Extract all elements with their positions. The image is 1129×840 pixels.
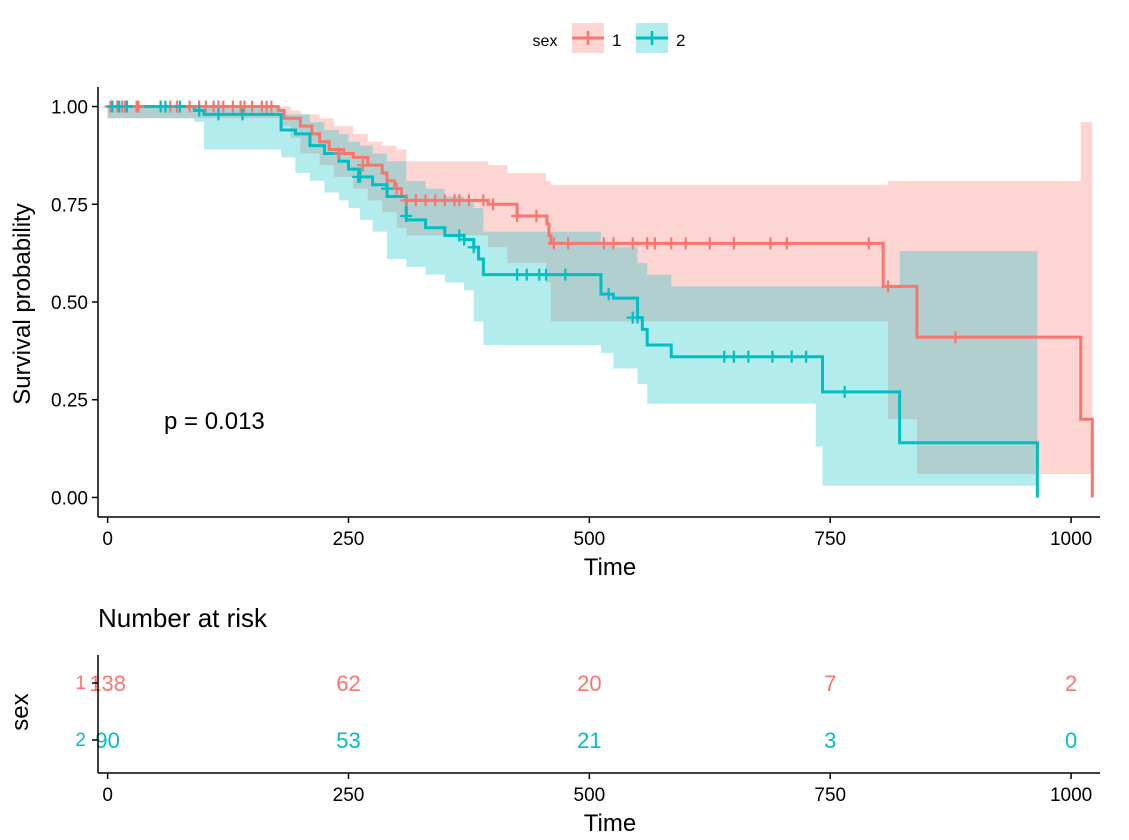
censor-mark-sex-1	[477, 194, 490, 207]
risk-cell-sex-2: 53	[336, 728, 360, 753]
legend-title: sex	[533, 33, 558, 50]
legend-key-2: 2	[636, 23, 685, 53]
censor-mark-sex-1	[332, 147, 345, 160]
censor-mark-sex-2	[785, 350, 798, 363]
censor-mark-sex-1	[530, 210, 543, 222]
censor-mark-sex-2	[800, 350, 813, 363]
x-tick-label: 0	[102, 529, 113, 550]
risk-cell-sex-2: 3	[824, 728, 836, 753]
censor-mark-sex-2	[236, 108, 249, 121]
y-tick-label: 0.75	[51, 195, 88, 216]
censor-mark-sex-1	[132, 100, 145, 113]
survival-plot: 0.00 0.25 0.50 0.75 1.00 0 250 500 750 1000 Time…	[9, 87, 1100, 581]
censor-mark-sex-1	[265, 100, 278, 113]
risk-table-row-labels: 12	[75, 673, 98, 751]
legend: sex 1 2	[533, 23, 685, 53]
censor-mark-sex-1	[487, 198, 500, 211]
censor-mark-sex-2	[173, 100, 186, 113]
risk-cell-sex-1: 20	[577, 671, 601, 696]
risk-y-axis-title: sex	[7, 693, 34, 730]
risk-row-label: 1	[75, 673, 86, 694]
risk-cell-sex-1: 7	[824, 671, 836, 696]
x-tick-label: 1000	[1050, 529, 1092, 550]
censor-mark-sex-2	[467, 241, 480, 254]
risk-table-title: Number at risk	[98, 603, 268, 633]
censor-mark-sex-2	[193, 104, 206, 117]
censor-mark-sex-2	[212, 108, 225, 121]
censor-mark-sex-1	[780, 237, 793, 250]
risk-cell-sex-2: 90	[95, 728, 119, 753]
risk-x-ticks: 0 250 500 750 1000	[102, 773, 1092, 806]
censor-mark-sex-1	[679, 237, 692, 250]
censor-mark-sex-2	[631, 311, 644, 324]
survival-curve-sex-1	[107, 105, 1094, 498]
censor-mark-sex-1	[727, 237, 740, 250]
legend-label-1: 1	[612, 31, 621, 50]
risk-table-cells: 138 62 20 7 290 53 21 3 0	[89, 671, 1077, 753]
censor-mark-sex-1	[764, 237, 777, 250]
censor-marks	[104, 100, 962, 398]
censor-mark-sex-2	[381, 182, 394, 195]
survival-curve-sex-2	[107, 105, 1039, 498]
censor-mark-sex-2	[727, 350, 740, 363]
censor-mark-sex-1	[665, 237, 678, 250]
censor-mark-sex-2	[540, 268, 553, 281]
censor-mark-sex-1	[547, 237, 560, 250]
y-tick-label: 0.50	[51, 293, 88, 314]
censor-mark-sex-2	[400, 210, 413, 222]
risk-cell-sex-2: 0	[1065, 728, 1077, 753]
x-tick-label: 500	[574, 529, 606, 550]
risk-x-tick-label: 250	[333, 785, 365, 806]
risk-x-tick-label: 750	[814, 785, 846, 806]
censor-mark-sex-2	[742, 350, 755, 363]
y-tick-label: 1.00	[51, 98, 88, 119]
risk-x-tick-label: 1000	[1050, 785, 1092, 806]
censor-mark-sex-2	[120, 100, 133, 113]
risk-row-label: 2	[75, 730, 86, 751]
legend-label-2: 2	[676, 31, 685, 50]
legend-key-1: 1	[572, 23, 621, 53]
x-ticks: 0 250 500 750 1000	[102, 517, 1092, 550]
censor-mark-sex-1	[356, 159, 369, 172]
censor-mark-sex-1	[562, 237, 575, 250]
risk-cell-sex-1: 2	[1065, 671, 1077, 696]
risk-cell-sex-2: 21	[577, 728, 601, 753]
censor-mark-sex-1	[607, 237, 620, 250]
censor-mark-sex-2	[159, 100, 172, 113]
censor-mark-sex-1	[511, 210, 524, 222]
censor-mark-sex-1	[862, 237, 875, 250]
p-value-annotation: p = 0.013	[164, 408, 265, 435]
y-tick-label: 0.25	[51, 391, 88, 412]
censor-mark-sex-2	[559, 268, 572, 281]
censor-mark-sex-1	[626, 237, 639, 250]
risk-cell-sex-1: 62	[336, 671, 360, 696]
censor-mark-sex-2	[602, 288, 615, 301]
censor-mark-sex-1	[703, 237, 716, 250]
censor-mark-sex-2	[458, 233, 471, 246]
x-axis-title: Time	[584, 554, 636, 581]
risk-x-axis-title: Time	[584, 810, 636, 837]
censor-mark-sex-1	[462, 194, 475, 207]
x-tick-label: 750	[814, 529, 846, 550]
y-tick-label: 0.00	[51, 488, 88, 509]
censor-mark-sex-2	[520, 268, 533, 281]
risk-x-tick-label: 0	[102, 785, 113, 806]
censor-mark-sex-2	[766, 350, 779, 363]
risk-x-tick-label: 500	[574, 785, 606, 806]
censor-mark-sex-1	[882, 280, 895, 293]
censor-mark-sex-1	[648, 237, 661, 250]
censor-mark-sex-1	[949, 331, 962, 344]
survival-curves	[107, 105, 1094, 498]
x-tick-label: 250	[333, 529, 365, 550]
confidence-band-sex-2	[107, 106, 1038, 486]
censor-mark-sex-2	[354, 170, 367, 183]
risk-table: Number at risk 138 62 20 7 290 53 21 3 0 12 0 250…	[7, 603, 1100, 837]
y-ticks: 0.00 0.25 0.50 0.75 1.00	[51, 98, 98, 509]
censor-mark-sex-2	[838, 385, 851, 398]
y-axis-title: Survival probability	[9, 203, 36, 404]
